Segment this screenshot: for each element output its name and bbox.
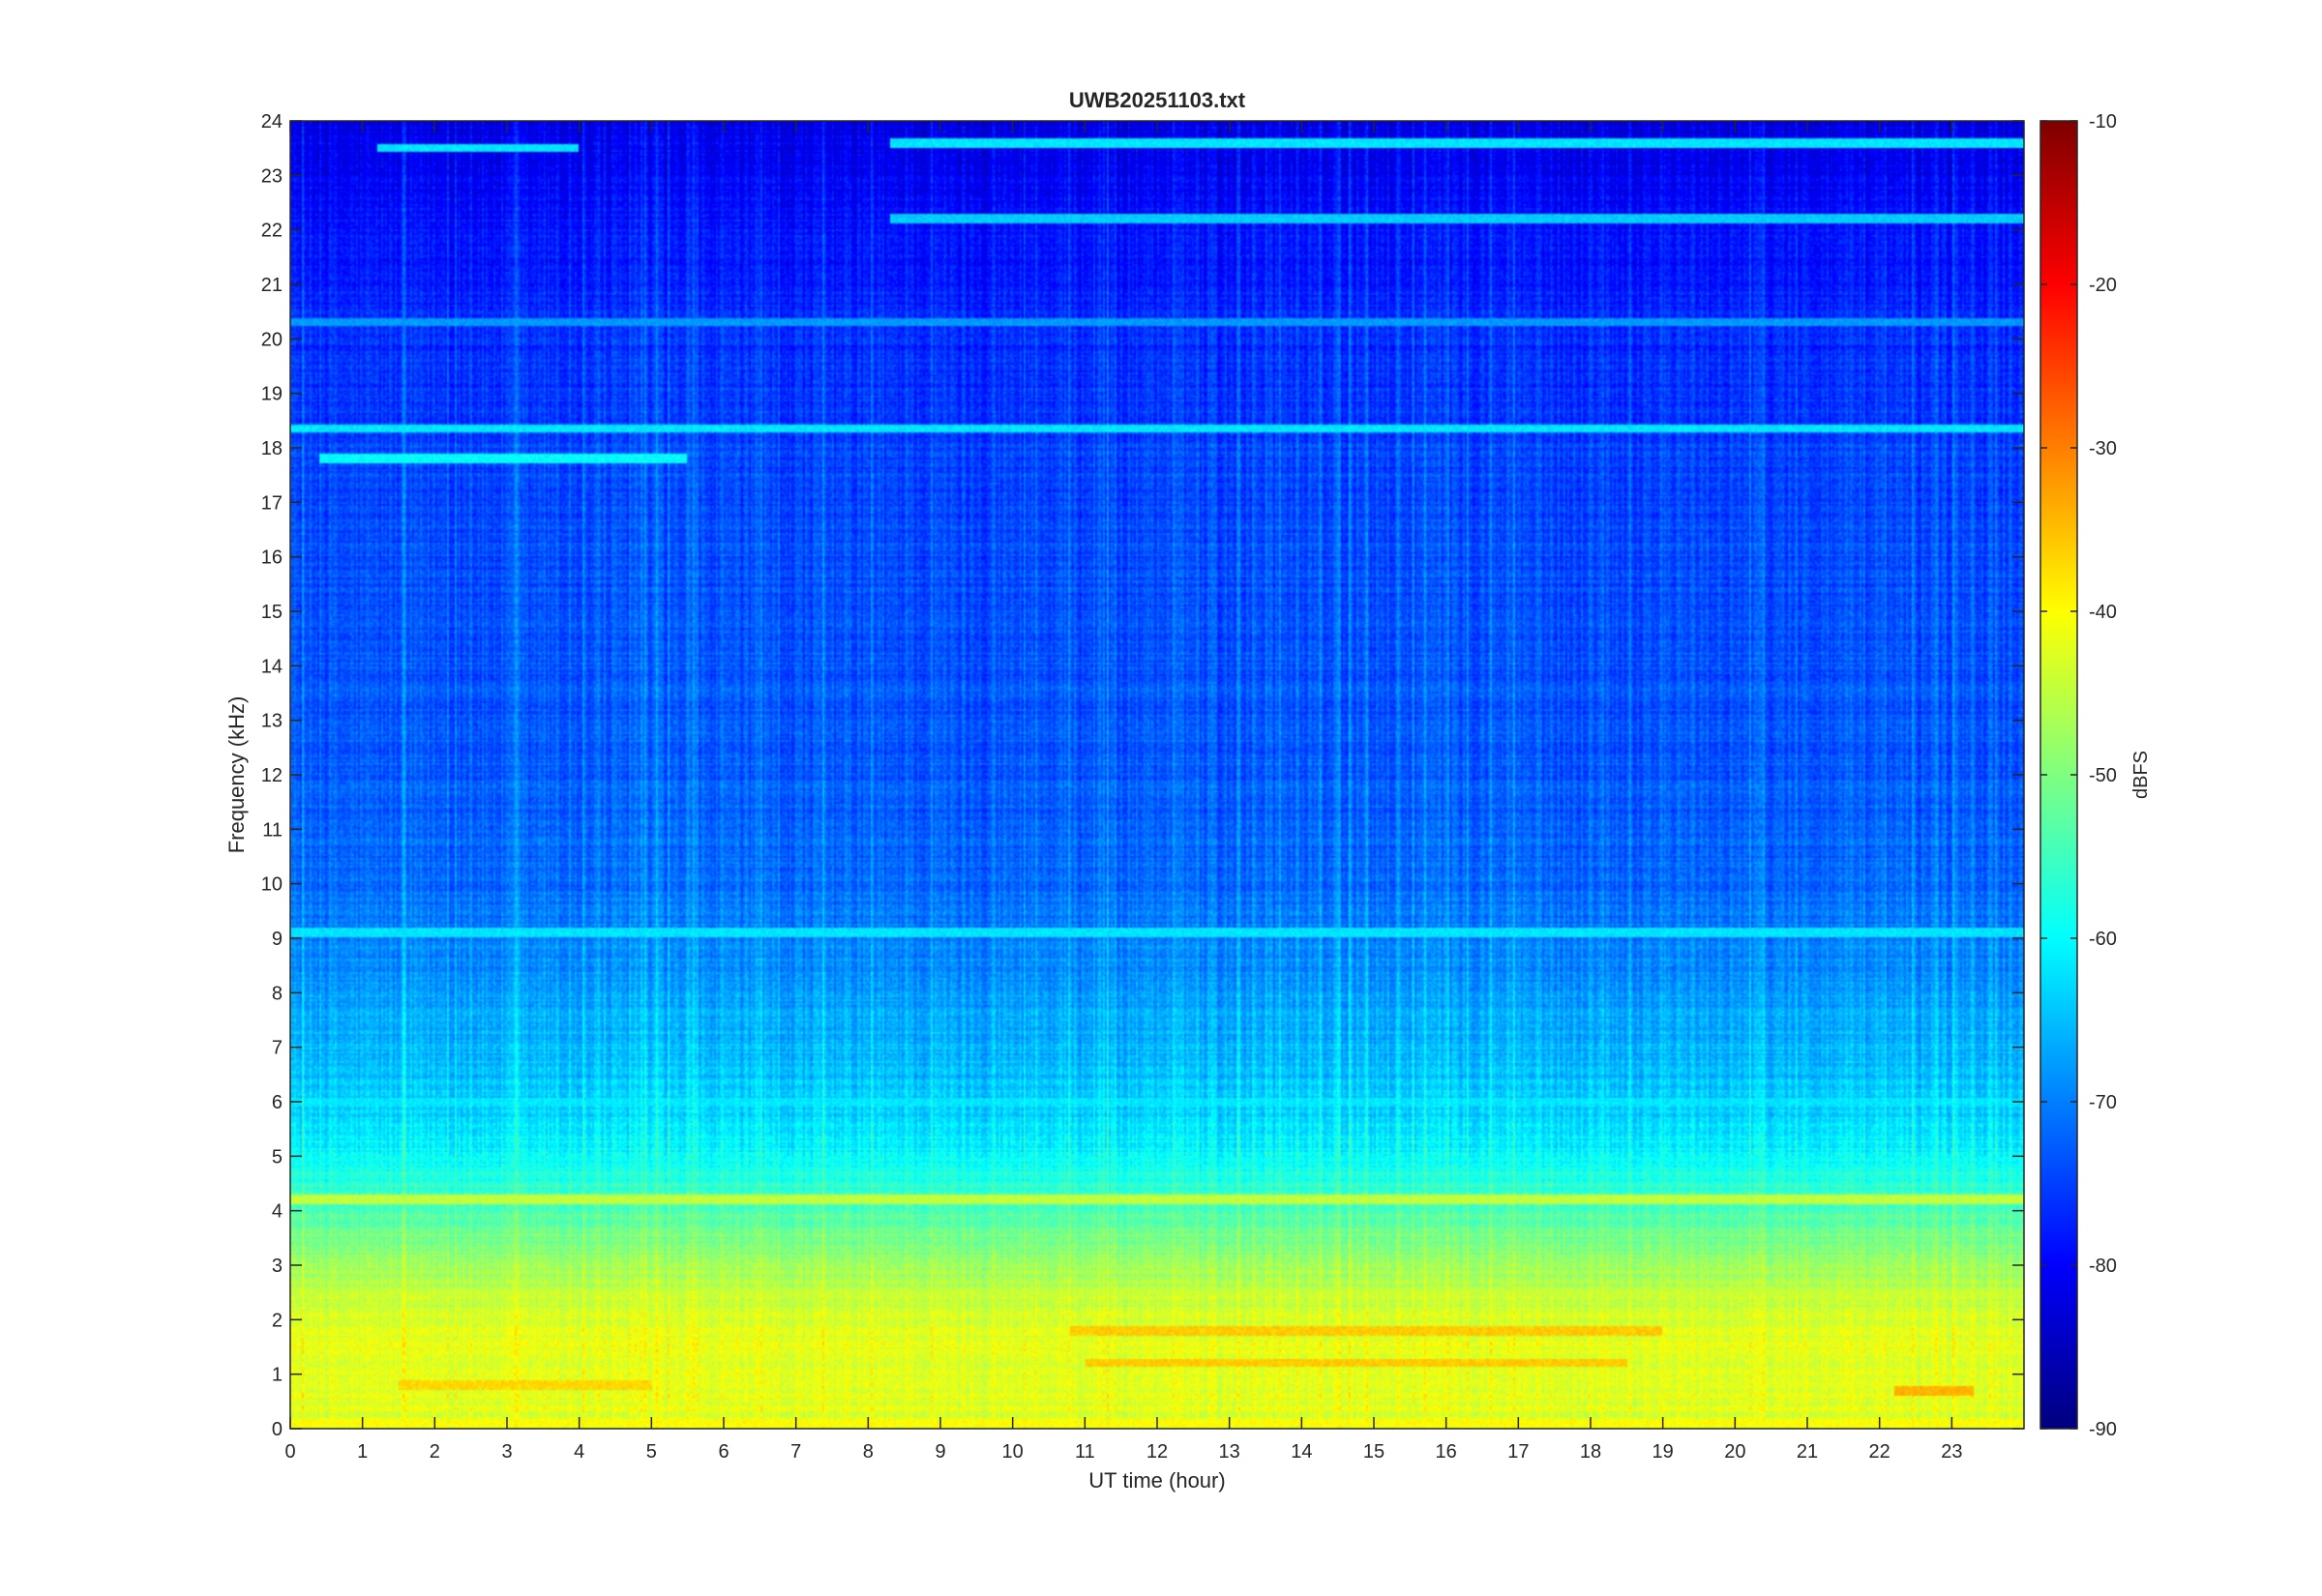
- y-tick-label: 18: [261, 438, 283, 459]
- x-tick-label: 10: [1002, 1441, 1024, 1463]
- y-tick-label: 17: [261, 492, 283, 514]
- x-tick-label: 16: [1436, 1441, 1457, 1463]
- x-tick-label: 4: [574, 1441, 584, 1463]
- x-tick-label: 2: [430, 1441, 440, 1463]
- y-tick-label: 6: [272, 1092, 283, 1113]
- x-tick-label: 7: [790, 1441, 801, 1463]
- x-tick-label: 15: [1363, 1441, 1384, 1463]
- y-tick-label: 3: [272, 1256, 283, 1277]
- x-tick-label: 5: [646, 1441, 657, 1463]
- x-tick-label: 1: [357, 1441, 368, 1463]
- colorbar-tick-label: -70: [2089, 1092, 2117, 1113]
- x-tick-label: 22: [1869, 1441, 1890, 1463]
- colorbar-tick-label: -50: [2089, 765, 2117, 786]
- colorbar-tick-label: -90: [2089, 1419, 2117, 1440]
- x-tick-label: 9: [935, 1441, 945, 1463]
- y-tick-label: 23: [261, 165, 283, 187]
- colorbar-tick-label: -80: [2089, 1256, 2117, 1277]
- chart-title: UWB20251103.txt: [1069, 88, 1246, 112]
- x-tick-label: 13: [1219, 1441, 1240, 1463]
- y-tick-label: 16: [261, 547, 283, 569]
- colorbar-tick-label: -10: [2089, 111, 2117, 133]
- y-tick-label: 8: [272, 983, 283, 1004]
- colorbar-tick-label: -30: [2089, 438, 2117, 459]
- y-tick-label: 14: [261, 656, 283, 677]
- x-tick-label: 3: [501, 1441, 512, 1463]
- y-tick-label: 24: [261, 111, 283, 133]
- x-tick-label: 17: [1507, 1441, 1529, 1463]
- x-tick-label: 8: [863, 1441, 874, 1463]
- y-tick-label: 4: [272, 1201, 283, 1223]
- y-tick-label: 2: [272, 1310, 283, 1331]
- colorbar-tick-label: -40: [2089, 602, 2117, 623]
- colorbar-tick-label: -60: [2089, 929, 2117, 950]
- x-tick-label: 21: [1797, 1441, 1818, 1463]
- colorbar-axis: -10 -20 -30 -40 -50 -60 -70 -80 -90: [2040, 111, 2117, 1440]
- y-tick-label: 21: [261, 275, 283, 296]
- x-axis: 0 1 2 3 4 5 6 7 8 9 10 11 12 13 14 15 16 17 18 19 20 21 22 23: [284, 121, 1962, 1463]
- y-tick-label: 1: [272, 1365, 283, 1386]
- x-tick-label: 18: [1580, 1441, 1601, 1463]
- y-tick-label: 11: [262, 819, 283, 841]
- y-tick-label: 19: [261, 384, 283, 405]
- y-tick-label: 10: [261, 874, 283, 896]
- x-tick-label: 11: [1075, 1441, 1095, 1463]
- x-tick-label: 14: [1291, 1441, 1312, 1463]
- x-tick-label: 23: [1941, 1441, 1962, 1463]
- x-tick-label: 19: [1652, 1441, 1674, 1463]
- x-axis-label: UT time (hour): [1088, 1468, 1225, 1493]
- y-tick-label: 20: [261, 329, 283, 350]
- y-tick-label: 12: [261, 765, 283, 786]
- x-tick-label: 0: [284, 1441, 295, 1463]
- plot-axes-box: [289, 120, 2025, 1430]
- colorbar-tick-label: -20: [2089, 275, 2117, 296]
- spectrogram-image: [290, 121, 2024, 1429]
- colorbar-label: dBFS: [2130, 751, 2152, 799]
- y-axis-label: Frequency (kHz): [224, 696, 249, 854]
- y-tick-label: 13: [261, 711, 283, 732]
- y-tick-label: 9: [272, 929, 283, 950]
- y-tick-label: 7: [272, 1038, 283, 1059]
- x-tick-label: 6: [718, 1441, 729, 1463]
- y-tick-label: 22: [261, 221, 283, 242]
- y-tick-label: 5: [272, 1146, 283, 1167]
- x-tick-label: 20: [1724, 1441, 1745, 1463]
- x-tick-label: 12: [1146, 1441, 1168, 1463]
- y-tick-label: 15: [261, 602, 283, 623]
- y-tick-label: 0: [272, 1419, 283, 1440]
